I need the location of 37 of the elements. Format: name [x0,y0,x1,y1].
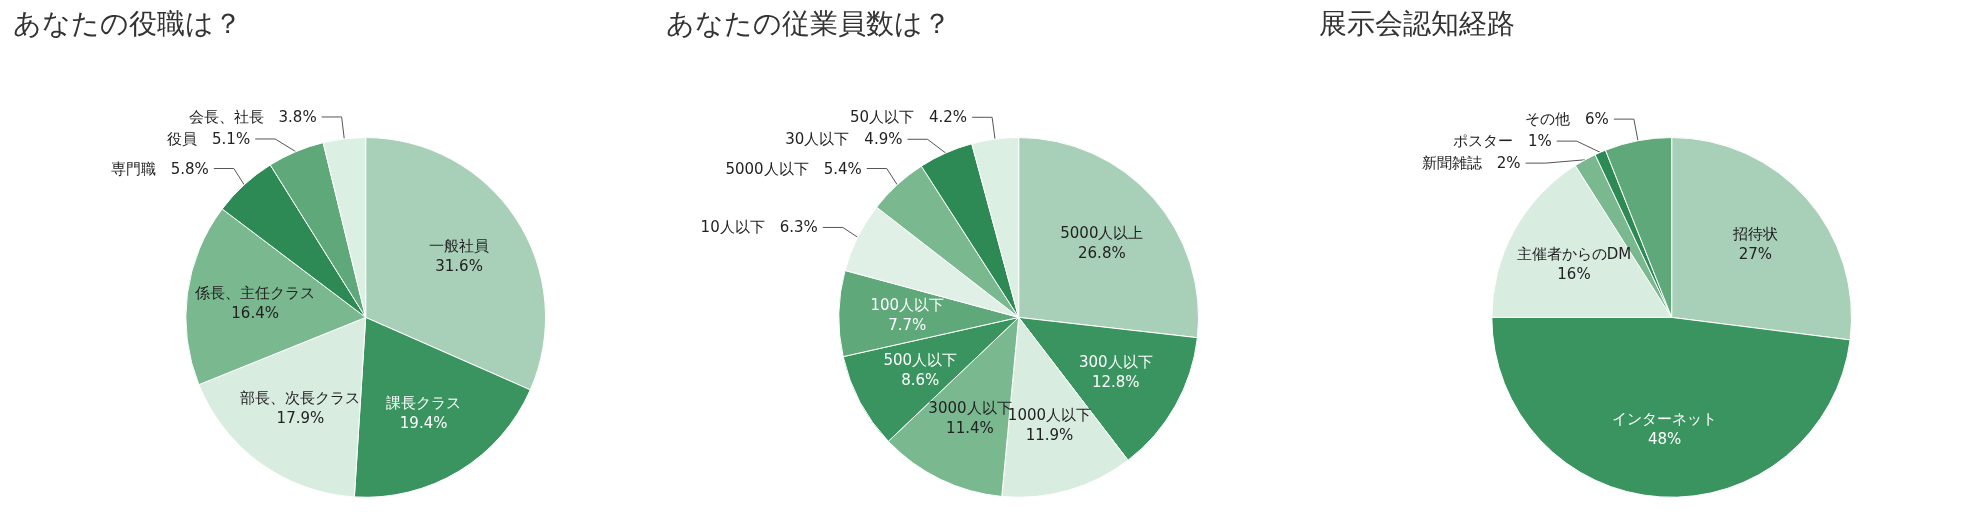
slice-label: 会長、社長 3.8% [188,107,317,126]
data-label: 48% [1648,429,1682,448]
slice-label: 新聞雑誌 2% [1421,154,1521,173]
slice-label: 5000人以上 [1060,224,1144,243]
data-label: 11.9% [1025,425,1074,444]
slice-label: インターネット [1612,409,1718,428]
data-label: 17.9% [276,408,325,427]
slice-label: 100人以下 [870,295,945,314]
slice-label: 主催者からのDM [1516,244,1632,263]
slice-label: 招待状 [1731,224,1778,243]
slice-label: 50人以下 4.2% [849,108,968,127]
slice-label: 課長クラス [386,393,462,412]
chart-title: あなたの従業員数は？ [666,6,951,40]
data-label: 27% [1738,244,1772,263]
data-label: 11.4% [946,418,994,437]
slice-label: 500人以下 [883,350,958,369]
slice-label: 300人以下 [1078,353,1153,372]
data-label: 16% [1557,264,1591,283]
slice-label: ポスター 1% [1452,132,1552,151]
data-label: 16.4% [231,303,279,322]
data-label: 8.6% [901,370,940,389]
slice-label: その他 6% [1525,110,1609,129]
data-label: 19.4% [399,413,448,432]
slice-label: 係長、主任クラス [194,283,316,302]
slice-label: 専門職 5.8% [110,159,209,178]
data-label: 26.8% [1078,244,1126,263]
slice-label: 10人以下 6.3% [700,218,818,237]
slice-label: 30人以下 4.9% [785,130,903,149]
chart-title: あなたの役職は？ [13,6,242,40]
data-label: 12.8% [1091,373,1140,392]
slice-label: 5000人以下 5.4% [725,159,862,178]
slice-label: 一般社員 [429,237,490,256]
data-label: 7.7% [888,315,927,334]
slice-label: 役員 5.1% [167,129,251,148]
slice-label: 部長、次長クラス [240,388,361,407]
chart-title: 展示会認知経路 [1319,6,1515,40]
data-label: 31.6% [435,257,483,276]
